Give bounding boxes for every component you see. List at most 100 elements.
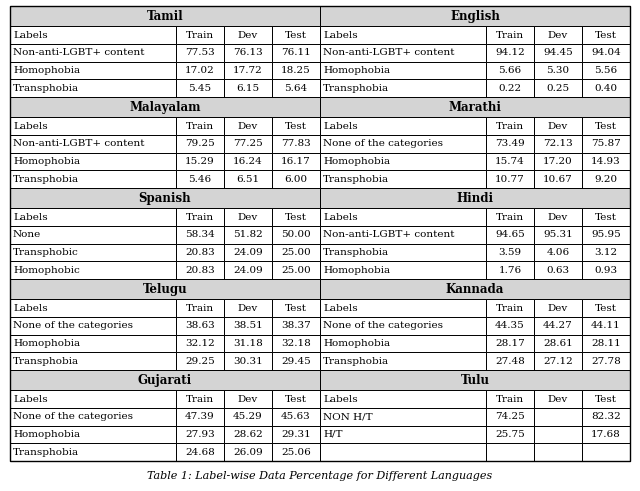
Bar — [176, 208, 224, 226]
Text: 15.74: 15.74 — [495, 157, 525, 166]
Text: Transphobia: Transphobia — [323, 175, 389, 184]
Bar — [582, 80, 630, 97]
Bar — [10, 334, 176, 353]
Bar — [10, 317, 176, 334]
Bar — [224, 153, 272, 170]
Bar — [320, 26, 486, 44]
Text: 77.25: 77.25 — [233, 139, 263, 148]
Text: Train: Train — [186, 213, 214, 221]
Text: Labels: Labels — [13, 122, 47, 131]
Text: 0.40: 0.40 — [595, 83, 618, 93]
Text: 27.93: 27.93 — [185, 430, 215, 439]
Text: 77.83: 77.83 — [281, 139, 311, 148]
Bar — [176, 26, 224, 44]
Bar — [224, 390, 272, 408]
Bar — [176, 299, 224, 317]
Text: Tulu: Tulu — [461, 374, 490, 386]
Bar — [10, 80, 176, 97]
Bar — [176, 153, 224, 170]
Text: Labels: Labels — [323, 30, 358, 40]
Text: Transphobia: Transphobia — [323, 83, 389, 93]
Text: 25.00: 25.00 — [281, 248, 311, 257]
Bar — [582, 44, 630, 61]
Text: None: None — [13, 230, 41, 239]
Text: Train: Train — [186, 303, 214, 313]
Bar — [320, 370, 630, 390]
Bar — [10, 44, 176, 61]
Text: Test: Test — [595, 303, 617, 313]
Bar — [320, 61, 486, 80]
Text: 44.35: 44.35 — [495, 321, 525, 330]
Bar — [320, 244, 486, 261]
Text: Train: Train — [496, 303, 524, 313]
Text: Labels: Labels — [323, 303, 358, 313]
Bar — [320, 80, 486, 97]
Text: 24.68: 24.68 — [185, 448, 215, 457]
Bar — [272, 208, 320, 226]
Text: Dev: Dev — [548, 303, 568, 313]
Text: Train: Train — [186, 122, 214, 131]
Bar — [224, 80, 272, 97]
Text: Homophobia: Homophobia — [13, 157, 80, 166]
Bar — [582, 135, 630, 153]
Bar — [224, 170, 272, 188]
Text: 75.87: 75.87 — [591, 139, 621, 148]
Text: Test: Test — [285, 213, 307, 221]
Text: 10.67: 10.67 — [543, 175, 573, 184]
Bar — [320, 261, 486, 279]
Bar — [272, 153, 320, 170]
Bar — [176, 408, 224, 426]
Text: 94.12: 94.12 — [495, 48, 525, 57]
Text: 20.83: 20.83 — [185, 266, 215, 274]
Text: Test: Test — [285, 122, 307, 131]
Bar — [10, 261, 176, 279]
Bar — [224, 135, 272, 153]
Text: Dev: Dev — [238, 395, 258, 404]
Bar — [10, 153, 176, 170]
Bar — [10, 117, 176, 135]
Text: Homophobia: Homophobia — [323, 266, 390, 274]
Text: 72.13: 72.13 — [543, 139, 573, 148]
Text: Dev: Dev — [238, 303, 258, 313]
Bar — [10, 426, 176, 443]
Text: Test: Test — [595, 213, 617, 221]
Bar — [320, 97, 630, 117]
Bar — [320, 188, 630, 208]
Bar — [582, 261, 630, 279]
Text: 32.18: 32.18 — [281, 339, 311, 348]
Text: Kannada: Kannada — [446, 283, 504, 296]
Bar — [10, 443, 176, 461]
Text: Labels: Labels — [13, 395, 47, 404]
Text: 77.53: 77.53 — [185, 48, 215, 57]
Text: 58.34: 58.34 — [185, 230, 215, 239]
Bar — [582, 408, 630, 426]
Bar — [582, 61, 630, 80]
Bar — [272, 61, 320, 80]
Bar — [534, 208, 582, 226]
Bar — [176, 261, 224, 279]
Bar — [534, 408, 582, 426]
Bar — [272, 426, 320, 443]
Bar — [534, 135, 582, 153]
Text: Non-anti-LGBT+ content: Non-anti-LGBT+ content — [13, 139, 145, 148]
Bar — [582, 353, 630, 370]
Text: 44.27: 44.27 — [543, 321, 573, 330]
Bar — [486, 244, 534, 261]
Text: None of the categories: None of the categories — [323, 321, 443, 330]
Text: Test: Test — [285, 303, 307, 313]
Bar — [320, 390, 486, 408]
Bar — [10, 244, 176, 261]
Text: Homophobia: Homophobia — [323, 157, 390, 166]
Text: 5.56: 5.56 — [595, 66, 618, 75]
Text: 1.76: 1.76 — [499, 266, 522, 274]
Bar — [486, 80, 534, 97]
Text: 94.45: 94.45 — [543, 48, 573, 57]
Text: Table 1: Label-wise Data Percentage for Different Languages: Table 1: Label-wise Data Percentage for … — [147, 471, 493, 481]
Bar — [272, 408, 320, 426]
Text: 0.93: 0.93 — [595, 266, 618, 274]
Bar — [582, 170, 630, 188]
Bar — [320, 408, 486, 426]
Text: Labels: Labels — [323, 213, 358, 221]
Text: 26.09: 26.09 — [233, 448, 263, 457]
Text: 6.00: 6.00 — [284, 175, 308, 184]
